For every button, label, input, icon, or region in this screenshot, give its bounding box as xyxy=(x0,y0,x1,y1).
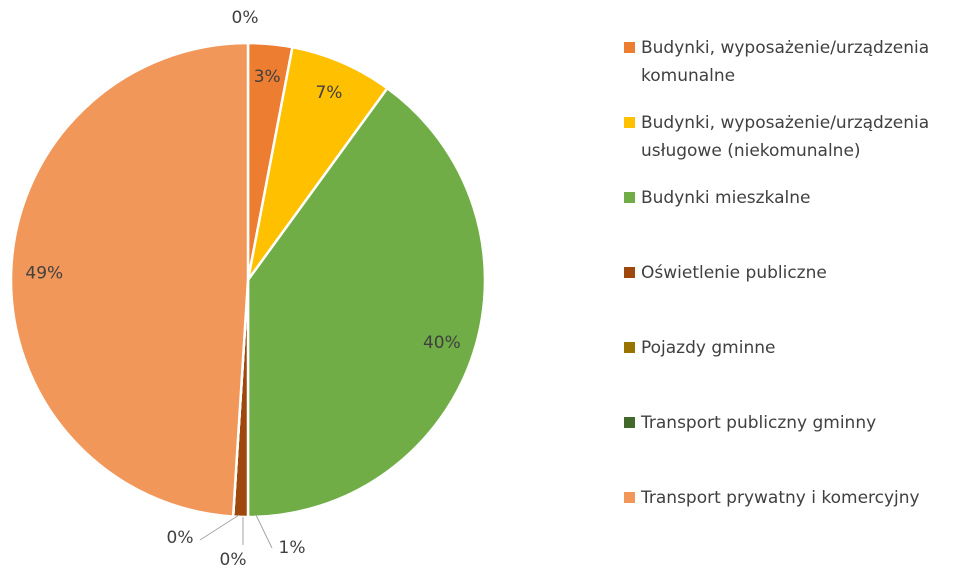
data-label: 1% xyxy=(279,538,306,558)
legend-swatch xyxy=(624,417,635,428)
data-label: 3% xyxy=(254,67,281,87)
legend-label: Oświetlenie publiczne xyxy=(641,263,827,283)
data-label: 0% xyxy=(167,528,194,548)
legend-label: Transport publiczny gminny xyxy=(641,413,877,433)
data-label: 49% xyxy=(25,264,63,284)
legend-swatch xyxy=(624,342,635,353)
legend-entry: Budynki, wyposażenie/urządzenia komunaln… xyxy=(624,34,974,109)
legend-swatch xyxy=(624,267,635,278)
legend-label: Budynki, wyposażenie/urządzenia komunaln… xyxy=(641,38,930,86)
data-label: 0% xyxy=(232,8,259,28)
legend-label: Budynki, wyposażenie/urządzenia usługowe… xyxy=(641,113,930,161)
legend-label: Pojazdy gminne xyxy=(641,338,776,358)
pie-slice xyxy=(246,86,487,519)
legend-swatch xyxy=(624,492,635,503)
legend-entry: Pojazdy gminne xyxy=(624,334,974,409)
legend-label: Transport prywatny i komercyjny xyxy=(641,488,920,508)
legend-entry: Budynki mieszkalne xyxy=(624,184,974,259)
leader-line xyxy=(199,514,240,541)
chart: 0% 3% 7% 40% 1% 0% 0% 49% xyxy=(9,8,487,570)
legend-entry: Transport publiczny gminny xyxy=(624,409,974,484)
legend: Budynki, wyposażenie/urządzenia komunaln… xyxy=(624,34,974,559)
data-label: 7% xyxy=(315,83,342,103)
legend-swatch xyxy=(624,42,635,53)
pie-slice xyxy=(9,41,250,518)
data-label: 40% xyxy=(423,333,461,353)
pie-slice xyxy=(246,45,390,281)
leader-line xyxy=(255,514,273,549)
legend-entry: Budynki, wyposażenie/urządzenia usługowe… xyxy=(624,109,974,184)
legend-swatch xyxy=(624,192,635,203)
legend-entry: Oświetlenie publiczne xyxy=(624,259,974,334)
legend-swatch xyxy=(624,117,635,128)
legend-label: Budynki mieszkalne xyxy=(641,188,811,208)
data-label: 0% xyxy=(220,550,247,570)
legend-entry: Transport prywatny i komercyjny xyxy=(624,484,974,559)
